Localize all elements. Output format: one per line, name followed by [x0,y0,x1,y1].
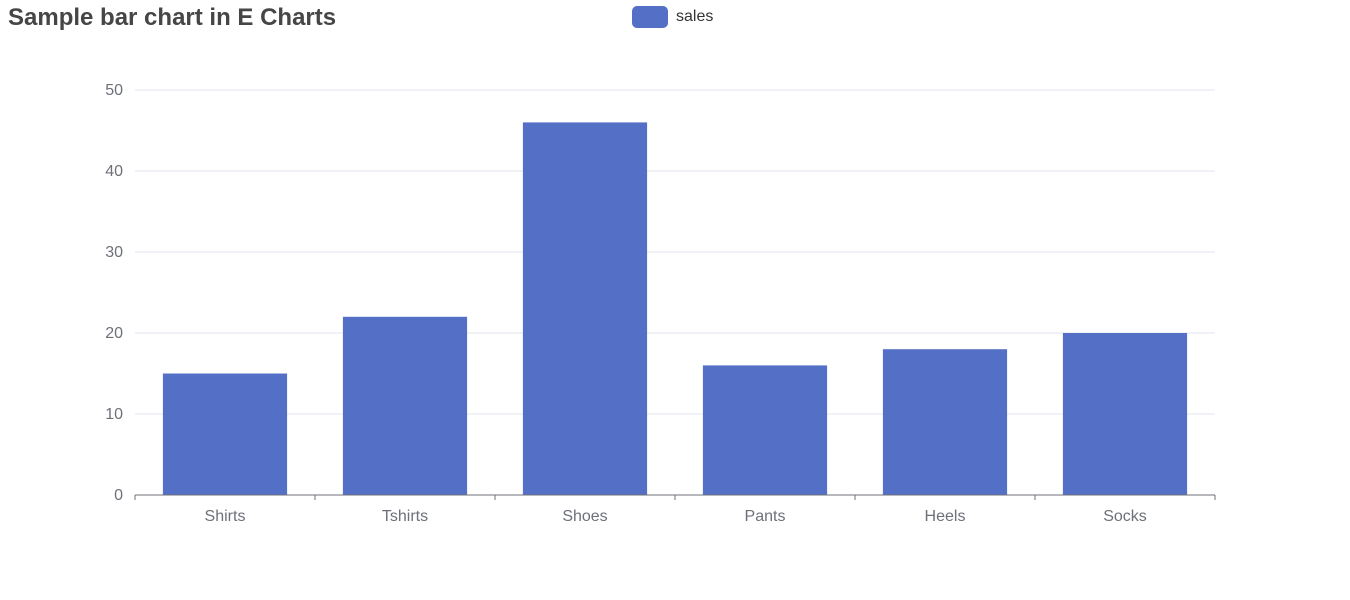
bar-tshirts[interactable] [342,316,468,495]
x-tick-label: Pants [745,508,786,525]
y-tick-label: 30 [105,244,123,261]
bar-heels[interactable] [882,349,1008,495]
x-tick-label: Socks [1103,508,1147,525]
x-tick-label: Heels [925,508,966,525]
x-tick-label: Tshirts [382,508,428,525]
y-tick-label: 50 [105,82,123,99]
y-tick-label: 10 [105,406,123,423]
y-tick-label: 40 [105,163,123,180]
legend-label: sales [676,8,714,25]
bar-socks[interactable] [1062,333,1188,495]
x-tick-label: Shoes [562,508,607,525]
y-tick-label: 0 [114,487,123,504]
legend-item-sales[interactable]: sales [632,6,713,28]
y-tick-label: 20 [105,325,123,342]
chart-title: Sample bar chart in E Charts [8,4,337,31]
bar-shoes[interactable] [522,122,648,496]
bar-shirts[interactable] [162,373,288,496]
bar-pants[interactable] [702,365,828,495]
legend-swatch-icon [632,6,668,28]
x-tick-label: Shirts [205,508,246,525]
